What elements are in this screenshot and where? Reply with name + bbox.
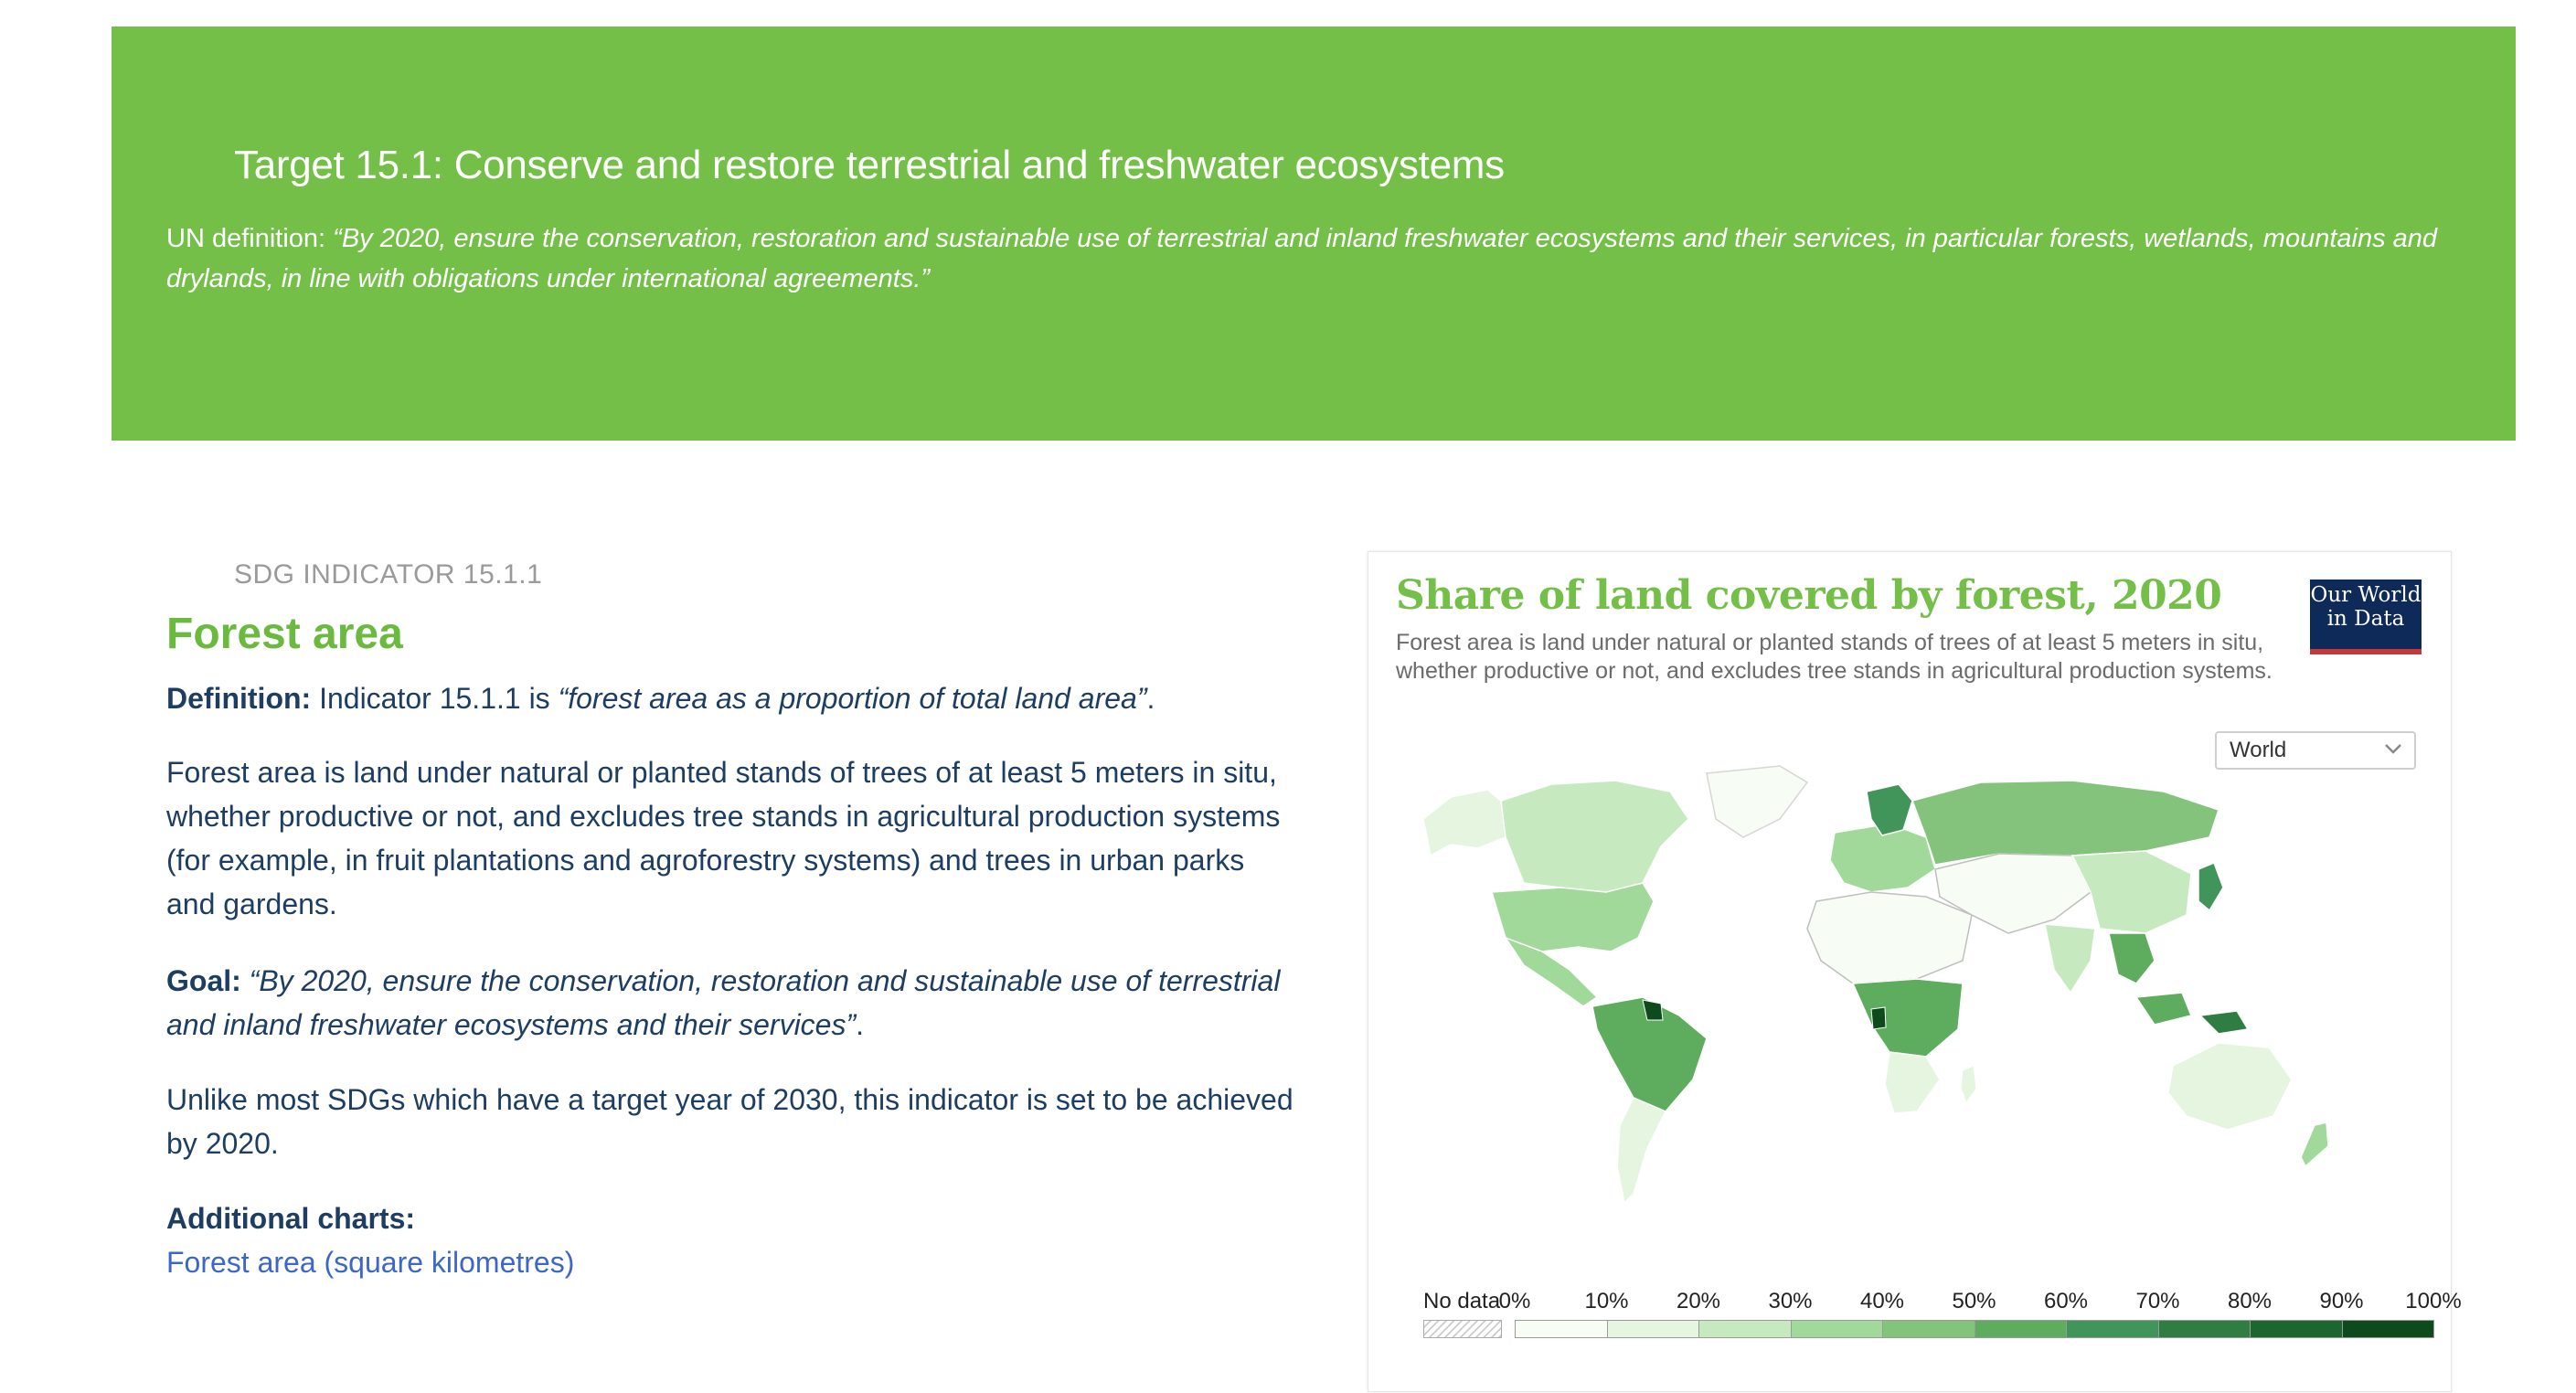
definition-end: . [1146, 682, 1155, 715]
un-definition: UN definition: “By 2020, ensure the cons… [166, 218, 2470, 299]
region-australia [2167, 1042, 2293, 1131]
region-southern-africa [1884, 1051, 1941, 1114]
owid-logo-line1: Our World [2310, 583, 2422, 607]
goal-label: Goal: [166, 964, 241, 997]
legend-bin-9 [2341, 1320, 2434, 1338]
legend-tick-label: 50% [1952, 1289, 1996, 1313]
region-select[interactable]: World [2215, 731, 2416, 770]
definition-text: Indicator 15.1.1 is [311, 682, 559, 715]
region-southern-south-america [1616, 1097, 1667, 1205]
chevron-down-icon [2385, 744, 2401, 754]
definition-quote: “forest area as a proportion of total la… [558, 682, 1147, 715]
legend-tick-label: 90% [2319, 1289, 2364, 1313]
region-central-africa [1851, 978, 1964, 1058]
legend-tick-label: 30% [1768, 1289, 1813, 1313]
chart-title: Share of land covered by forest, 2020 [1396, 572, 2222, 619]
additional-charts-heading: Additional charts: [166, 1202, 416, 1235]
region-gabon [1870, 1006, 1887, 1030]
region-guyana-suriname [1642, 999, 1664, 1021]
forest-area-km2-link[interactable]: Forest area (square kilometres) [166, 1246, 575, 1279]
legend-tick-label: 70% [2135, 1289, 2180, 1313]
legend-tick-label: 80% [2227, 1289, 2273, 1313]
region-southeast-asia [2108, 932, 2193, 1026]
region-scandinavia [1866, 783, 1913, 836]
goal-quote: “By 2020, ensure the conservation, resto… [166, 964, 1281, 1041]
region-japan-korea [2198, 862, 2224, 912]
un-definition-quote: “By 2020, ensure the conservation, resto… [166, 224, 2438, 293]
target-year-paragraph: Unlike most SDGs which have a target yea… [166, 1083, 1293, 1160]
owid-logo-line2: in Data [2326, 607, 2405, 631]
legend-tick-label: 10% [1584, 1289, 1629, 1313]
region-select-value: World [2230, 738, 2287, 762]
chart-subtitle: Forest area is land under natural or pla… [1396, 630, 2273, 684]
legend-bin-3 [1790, 1320, 1883, 1338]
region-alaska [1422, 789, 1506, 857]
legend-tick-label: 60% [2043, 1289, 2089, 1313]
forest-area-paragraph: Forest area is land under natural or pla… [166, 756, 1281, 920]
world-map[interactable] [1414, 764, 2411, 1221]
legend-bin-5 [1974, 1320, 2067, 1338]
goal-paragraph: Goal: “By 2020, ensure the conservation,… [166, 959, 1300, 1047]
legend-bin-2 [1698, 1320, 1792, 1338]
forest-map-chart: Share of land covered by forest, 2020 Fo… [1368, 551, 2462, 1392]
region-canada [1500, 780, 1689, 893]
definition-label: Definition: [166, 682, 312, 715]
legend-tick-label: 20% [1676, 1289, 1721, 1313]
legend-no-data-label: No data [1423, 1289, 1501, 1313]
legend-tick-label: 0% [1498, 1289, 1531, 1313]
un-definition-label: UN definition: [166, 224, 334, 253]
region-north-africa [1806, 891, 1973, 984]
region-greenland [1706, 765, 1809, 838]
region-madagascar [1960, 1065, 1977, 1104]
legend-bin-0 [1515, 1320, 1608, 1338]
region-russia [1911, 780, 2219, 866]
region-papua-new-guinea [2198, 1010, 2250, 1035]
region-middle-east [1934, 853, 2092, 934]
legend-bin-8 [2250, 1320, 2343, 1338]
region-china [2070, 850, 2192, 934]
legend-no-data-swatch [1423, 1320, 1502, 1338]
legend-bin-1 [1606, 1320, 1699, 1338]
region-central-america [1504, 936, 1599, 1007]
definition-paragraph: Definition: Indicator 15.1.1 is “forest … [166, 676, 1300, 720]
region-india [2044, 923, 2096, 994]
target-title: Target 15.1: Conserve and restore terres… [234, 143, 1505, 187]
region-new-zealand [2300, 1122, 2329, 1168]
indicator-code: SDG INDICATOR 15.1.1 [234, 559, 543, 590]
legend-bin-6 [2066, 1320, 2159, 1338]
indicator-title: Forest area [166, 610, 403, 658]
owid-logo[interactable]: Our World in Data [2310, 580, 2422, 654]
goal-end: . [856, 1008, 865, 1041]
target-banner: Target 15.1: Conserve and restore terres… [112, 27, 2516, 441]
legend-bin-7 [2157, 1320, 2251, 1338]
legend-tick-label: 40% [1859, 1289, 1905, 1313]
legend-bin-4 [1882, 1320, 1975, 1338]
legend-tick-label: 100% [2405, 1289, 2462, 1313]
